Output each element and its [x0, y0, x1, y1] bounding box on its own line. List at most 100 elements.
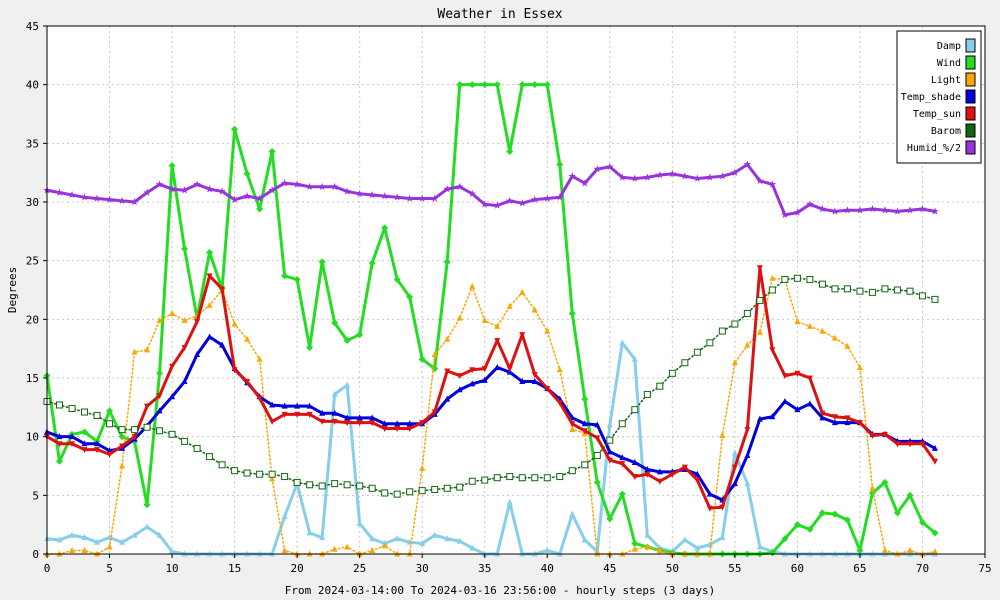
damp-point [506, 498, 513, 505]
barom-point [631, 406, 639, 414]
light-point [856, 363, 863, 370]
light-point [519, 288, 526, 295]
humid-2-point [555, 193, 564, 201]
temp-sun-point [581, 428, 588, 435]
barom-point [156, 427, 164, 435]
barom-point [68, 405, 76, 413]
temp-sun-point [69, 441, 76, 448]
damp-point [419, 539, 426, 546]
humid-2-point [806, 200, 814, 208]
light-point [419, 464, 426, 471]
temp-shade-point [581, 420, 588, 427]
temp-sun-point [106, 451, 113, 458]
wind-point [631, 539, 639, 547]
barom-point [218, 461, 226, 469]
y-tick-label: 40 [26, 79, 39, 92]
temp-sun-point [131, 434, 138, 441]
barom-point [343, 481, 351, 489]
barom-point [681, 359, 689, 367]
wind-point [331, 319, 339, 327]
temp-shade-point [269, 401, 276, 408]
barom-point [531, 474, 539, 482]
temp-shade-point [831, 419, 838, 426]
humid-2-point [205, 185, 214, 193]
barom-point [868, 288, 876, 296]
legend-swatch-temp-shade [965, 89, 976, 104]
y-tick-label: 25 [26, 255, 39, 268]
temp-sun-point [806, 375, 813, 382]
x-axis-label: From 2024-03-14:00 To 2024-03-16 23:56:0… [285, 584, 715, 597]
barom-point [168, 430, 176, 438]
wind-point [118, 433, 126, 441]
barom-point [718, 327, 726, 335]
damp-point [344, 381, 351, 388]
temp-sun-point [381, 425, 388, 432]
light-point [769, 274, 776, 281]
series-light [44, 274, 938, 557]
light-point [806, 322, 813, 329]
humid-2-point [756, 176, 764, 185]
x-tick-label: 20 [291, 562, 304, 575]
light-point [719, 431, 726, 438]
damp-point [306, 529, 313, 536]
damp-point [394, 535, 401, 542]
humid-2-point [618, 173, 627, 181]
damp-point [94, 538, 101, 545]
damp-point [644, 531, 651, 538]
temp-shade-point [731, 480, 738, 487]
temp-shade-point [756, 415, 763, 422]
damp-point [81, 534, 88, 541]
damp-point [606, 421, 613, 428]
humid-2-point [230, 195, 239, 203]
humid-2-point [243, 192, 251, 200]
barom-point [231, 467, 239, 475]
x-tick-label: 10 [165, 562, 178, 575]
temp-sun-point [144, 403, 151, 410]
humid-2-point [155, 180, 164, 188]
barom-point [668, 369, 676, 377]
light-point [494, 322, 501, 329]
temp-shade-point [619, 454, 626, 461]
x-tick-label: 50 [666, 562, 679, 575]
humid-2-point [656, 171, 664, 179]
wind-point [806, 525, 814, 533]
x-tick-label: 55 [728, 562, 741, 575]
temp-sun-point [244, 379, 251, 386]
temp-shade-point [781, 397, 788, 404]
humid-2-point [105, 195, 114, 203]
damp-point [431, 531, 438, 538]
humid-2-point [318, 182, 326, 190]
barom-point [181, 437, 189, 445]
light-point [744, 341, 751, 348]
barom-point [118, 426, 126, 434]
humid-2-point [405, 194, 414, 202]
barom-point [593, 451, 601, 459]
wind-point [518, 81, 526, 89]
light-point [69, 546, 76, 553]
temp-sun-point [544, 386, 551, 393]
temp-sun-point [794, 370, 801, 377]
series-humid-2 [43, 160, 939, 219]
y-axis-label: Degrees [6, 267, 19, 313]
wind-point [456, 81, 464, 89]
temp-shade-point [794, 406, 801, 413]
wind-point [831, 510, 839, 518]
damp-point [281, 512, 288, 519]
temp-shade-point [169, 393, 176, 400]
light-point [169, 309, 176, 316]
temp-sun-point [281, 411, 288, 418]
temp-sun-point [744, 427, 751, 434]
temp-sun-point [594, 435, 601, 442]
damp-point [331, 390, 338, 397]
temp-shade-point [356, 414, 363, 421]
humid-2-point [130, 198, 139, 206]
temp-sun-point [231, 367, 238, 374]
light-point [844, 342, 851, 349]
temp-shade-point [331, 409, 338, 416]
legend-swatch-barom [965, 123, 976, 138]
damp-point [619, 339, 626, 346]
barom-point [106, 420, 114, 428]
wind-point [143, 501, 151, 509]
temp-sun-point [681, 464, 688, 471]
temp-sun-point [656, 478, 663, 485]
